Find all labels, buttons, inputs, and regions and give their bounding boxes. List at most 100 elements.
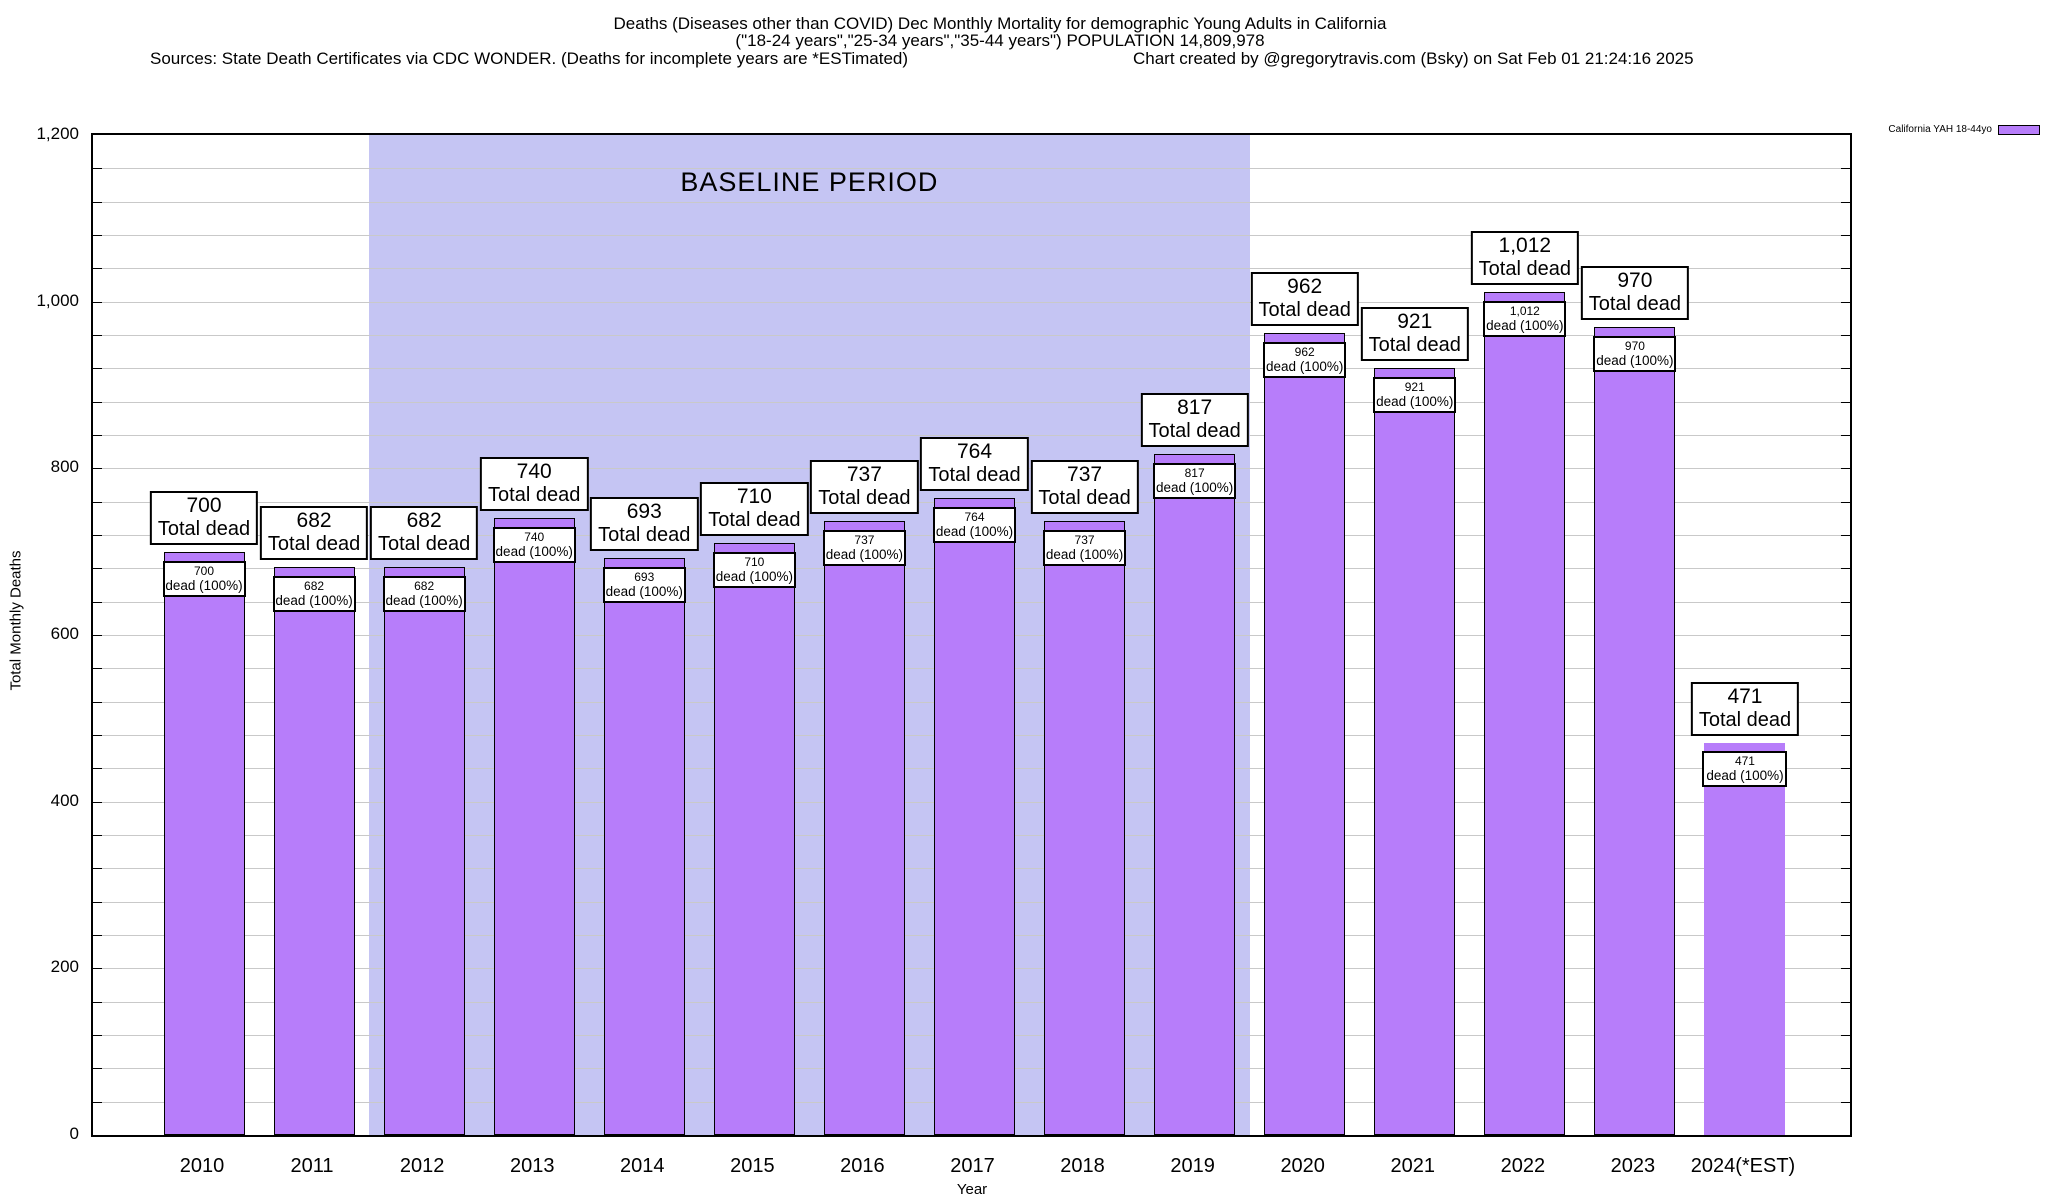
tick-mark (93, 635, 102, 636)
gridline (93, 268, 1850, 270)
legend-label: California YAH 18-44yo (1888, 124, 1992, 135)
x-tick-label-2019: 2019 (1170, 1155, 1215, 1177)
tick-mark (1841, 1035, 1850, 1036)
tick-mark (93, 201, 102, 203)
bar-2019: 817 dead (100%) (1153, 454, 1237, 1135)
x-tick-label-2012: 2012 (399, 1155, 445, 1177)
gridline (93, 435, 1850, 436)
tick-mark (1841, 435, 1850, 436)
tick-mark (93, 868, 102, 870)
bar-label-2022: 1,012 Total dead (1470, 230, 1579, 285)
bar-label-2018: 737 Total dead (1030, 459, 1139, 514)
bar-inner-label-2013: 740 dead (100%) (492, 527, 576, 564)
tick-mark (93, 1001, 102, 1003)
x-tick-label-2015: 2015 (730, 1155, 775, 1177)
gridline (93, 235, 1850, 236)
tick-mark (93, 935, 102, 936)
tick-mark (93, 701, 102, 703)
tick-mark (93, 368, 102, 370)
bar-label-2016: 737 Total dead (810, 459, 919, 514)
gridline (93, 201, 1850, 203)
bar-inner-label-2023: 970 dead (100%) (1593, 335, 1677, 372)
tick-mark (93, 968, 102, 970)
tick-mark (1841, 501, 1850, 503)
bar-2020: 962 dead (100%) (1263, 333, 1347, 1135)
bar-2018: 737 dead (100%) (1043, 520, 1127, 1135)
tick-mark (93, 435, 102, 436)
legend-swatch (1998, 124, 2040, 135)
bar-inner-label-2015: 710 dead (100%) (712, 552, 796, 589)
sources-note: Sources: State Death Certificates via CD… (150, 49, 909, 68)
tick-mark (1841, 968, 1850, 970)
bar-2021: 921 dead (100%) (1373, 367, 1457, 1135)
x-tick-label-2017: 2017 (950, 1155, 995, 1177)
bar-label-2012: 682 Total dead (369, 505, 479, 560)
x-tick-label-2021: 2021 (1390, 1155, 1436, 1177)
tick-mark (93, 901, 102, 903)
x-tick-label-2011: 2011 (290, 1155, 334, 1177)
tick-mark (93, 401, 102, 403)
y-tick-label: 1,200 (36, 124, 79, 143)
tick-mark (1841, 1001, 1850, 1003)
bar-label-2014: 693 Total dead (590, 496, 699, 551)
x-tick-label-2018: 2018 (1060, 1155, 1105, 1177)
gridline (93, 401, 1850, 403)
bar-inner-label-2022: 1,012 dead (100%) (1483, 300, 1567, 337)
tick-mark (1841, 1068, 1850, 1070)
x-tick-label-2023: 2023 (1610, 1155, 1656, 1177)
tick-mark (1841, 168, 1850, 170)
bar-inner-label-2021: 921 dead (100%) (1373, 376, 1457, 413)
tick-mark (1841, 201, 1850, 203)
baseline-period-label: BASELINE PERIOD (680, 167, 939, 197)
bar-inner-label-2019: 817 dead (100%) (1153, 463, 1237, 500)
tick-mark (1841, 468, 1850, 470)
tick-mark (93, 168, 102, 170)
y-tick-label: 0 (69, 1124, 79, 1143)
tick-mark (1841, 735, 1850, 736)
tick-mark (93, 1035, 102, 1036)
bar-label-2015: 710 Total dead (700, 482, 809, 537)
bar-label-2011: 682 Total dead (259, 505, 369, 560)
bar-label-2010: 700 Total dead (149, 490, 259, 545)
bar-2012: 682 dead (100%) (382, 566, 466, 1135)
x-tick-label-2020: 2020 (1280, 1155, 1325, 1177)
tick-mark (93, 268, 102, 270)
tick-mark (1841, 668, 1850, 670)
bar-2024(*EST): 471 dead (100%) (1702, 742, 1788, 1135)
x-axis-title: Year (956, 1181, 988, 1198)
bar-label-2019: 817 Total dead (1140, 393, 1249, 448)
bar-inner-label-2010: 700 dead (100%) (162, 560, 246, 597)
tick-mark (93, 335, 102, 336)
tick-mark (1841, 635, 1850, 636)
gridline (93, 335, 1850, 336)
chart-title: Deaths (Diseases other than COVID) Dec M… (613, 14, 1387, 33)
bar-2011: 682 dead (100%) (272, 566, 356, 1135)
x-tick-label-2010: 2010 (179, 1155, 225, 1177)
credit-note: Chart created by @gregorytravis.com (Bsk… (1133, 49, 1694, 68)
tick-mark (1841, 801, 1850, 803)
tick-mark (1841, 335, 1850, 336)
bar-2010: 700 dead (100%) (162, 551, 246, 1135)
tick-mark (1841, 868, 1850, 870)
tick-mark (93, 668, 102, 670)
bar-label-2024(*EST): 471 Total dead (1690, 681, 1800, 736)
bar-2015: 710 dead (100%) (712, 543, 796, 1135)
tick-mark (93, 835, 102, 836)
bar-inner-label-2014: 693 dead (100%) (602, 566, 686, 603)
tick-mark (1841, 401, 1850, 403)
tick-mark (1841, 701, 1850, 703)
y-axis-title: Total Monthly Deaths (7, 550, 25, 691)
tick-mark (1841, 535, 1850, 536)
y-tick-label: 600 (50, 624, 79, 643)
legend: California YAH 18-44yo (1888, 124, 2040, 135)
tick-mark (1841, 268, 1850, 270)
tick-mark (93, 568, 102, 570)
tick-mark (1841, 368, 1850, 370)
gridline (93, 168, 1850, 170)
bar-label-2023: 970 Total dead (1580, 265, 1690, 320)
tick-mark (93, 801, 102, 803)
tick-mark (1841, 901, 1850, 903)
x-tick-label-2024(*EST): 2024(*EST) (1690, 1155, 1796, 1177)
tick-mark (93, 601, 102, 603)
bar-label-2020: 962 Total dead (1250, 272, 1359, 327)
